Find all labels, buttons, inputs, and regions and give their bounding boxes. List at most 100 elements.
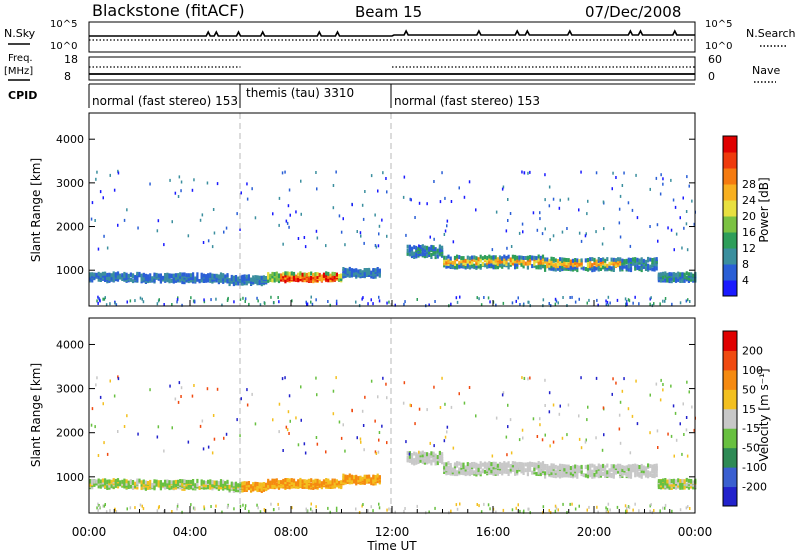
velocity-cell <box>342 475 345 480</box>
power-cell <box>481 256 484 261</box>
velocity-cell <box>655 466 658 471</box>
velocity-cell <box>250 484 253 489</box>
power-ground-echo <box>434 300 436 303</box>
power-scatter <box>363 241 365 245</box>
power-cell <box>265 276 268 280</box>
velocity-cell <box>436 455 439 459</box>
velocity-scatter <box>202 447 205 451</box>
velocity-cell <box>559 474 562 479</box>
velocity-scatter <box>601 448 604 452</box>
power-cell <box>520 255 523 260</box>
velocity-scatter <box>602 406 605 410</box>
velocity-cell <box>106 479 109 484</box>
velocity-cell <box>301 479 304 484</box>
velocity-scatter <box>629 451 632 455</box>
velocity-cell <box>307 478 311 483</box>
beam-title: Beam 15 <box>355 3 422 21</box>
power-cell <box>202 279 205 283</box>
velocity-cell <box>185 479 188 484</box>
velocity-cell <box>647 472 650 477</box>
velocity-cell <box>213 480 216 485</box>
power-scatter <box>117 169 119 173</box>
velocity-ground-echo <box>233 507 235 511</box>
velocity-cell <box>586 464 590 469</box>
velocity-cell <box>99 484 102 489</box>
velocity-cell <box>460 468 463 473</box>
power-cell <box>426 253 429 258</box>
velocity-cell <box>488 463 491 468</box>
velocity-scatter <box>375 452 378 455</box>
velocity-cell <box>340 480 343 485</box>
power-scatter <box>566 227 568 230</box>
velocity-scatter <box>246 403 249 407</box>
power-cell <box>473 263 476 268</box>
velocity-cell <box>571 465 575 470</box>
power-scatter <box>174 191 177 195</box>
power-scatter <box>193 178 195 182</box>
velocity-ground-echo <box>388 507 390 511</box>
power-cell <box>520 262 523 267</box>
velocity-cell <box>679 482 682 487</box>
velocity-cell <box>524 468 527 473</box>
velocity-scatter <box>691 405 693 409</box>
velocity-cell <box>503 461 506 466</box>
velocity-cell <box>612 471 615 476</box>
velocity-scatter <box>685 428 688 432</box>
velocity-cell <box>571 469 575 474</box>
velocity-ground-echo <box>627 505 630 509</box>
velocity-cell <box>322 479 326 484</box>
power-cell <box>222 279 225 284</box>
power-cell <box>552 257 555 261</box>
velocity-cell <box>561 463 564 468</box>
power-cell <box>627 267 630 272</box>
velocity-cell <box>331 478 334 483</box>
power-cell <box>355 268 358 273</box>
power-cell <box>136 271 139 276</box>
velocity-ground-echo <box>480 510 483 514</box>
velocity-cell <box>355 477 358 482</box>
power-cell <box>119 273 122 278</box>
velocity-cell <box>320 481 323 486</box>
power-cell <box>408 248 411 253</box>
power-cell <box>406 249 409 253</box>
power-cell <box>378 271 381 276</box>
power-ground-echo <box>480 303 483 307</box>
power-cell <box>451 260 454 265</box>
power-cell <box>612 257 615 262</box>
velocity-scatter <box>126 414 128 418</box>
velocity-cell <box>653 463 656 468</box>
power-ground-echo <box>478 297 480 301</box>
velocity-cell <box>406 455 409 460</box>
power-scatter <box>627 201 630 205</box>
velocity-cell <box>608 468 611 473</box>
velocity-cell <box>434 459 437 464</box>
velocity-cell <box>153 479 156 484</box>
velocity-ground-echo <box>203 507 206 511</box>
velocity-cell <box>316 478 319 483</box>
power-cell <box>357 271 360 276</box>
power-cell <box>677 271 680 276</box>
velocity-ground-echo <box>634 502 636 506</box>
power-cell <box>348 266 351 271</box>
velocity-scatter <box>344 449 346 453</box>
velocity-scatter <box>378 438 380 442</box>
power-cell <box>144 273 147 278</box>
velocity-cell <box>410 457 414 462</box>
power-cell <box>492 255 495 260</box>
velocity-scatter <box>566 433 568 437</box>
velocity-cell <box>164 482 167 487</box>
velocity-cell <box>177 479 180 484</box>
power-scatter <box>288 225 290 229</box>
velocity-cell <box>144 483 147 488</box>
power-cell <box>209 272 212 277</box>
power-cell <box>129 272 132 277</box>
power-cell <box>544 257 547 262</box>
power-cell <box>228 278 231 283</box>
power-cell <box>134 275 137 279</box>
velocity-cell <box>503 469 506 474</box>
velocity-cell <box>492 469 495 474</box>
velocity-scatter <box>254 422 257 426</box>
velocity-cell <box>651 469 654 474</box>
power-ground-echo <box>554 297 557 301</box>
velocity-cell <box>177 482 180 487</box>
